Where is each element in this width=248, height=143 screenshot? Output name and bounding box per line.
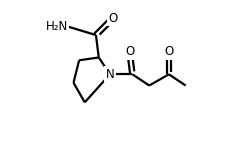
- Text: O: O: [125, 45, 134, 58]
- Text: O: O: [164, 45, 174, 58]
- Text: N: N: [106, 68, 114, 81]
- Text: H₂N: H₂N: [46, 20, 68, 33]
- Text: O: O: [108, 12, 117, 25]
